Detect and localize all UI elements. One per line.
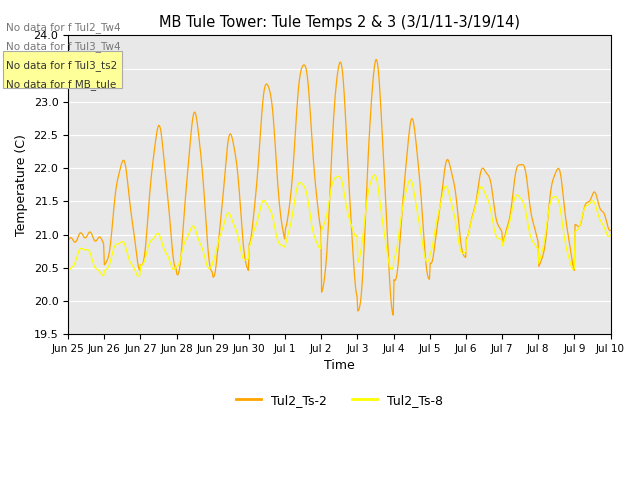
Tul2_Ts-2 [372,57,380,62]
Title: MB Tule Tower: Tule Temps 2 & 3 (3/1/11-3/19/14): MB Tule Tower: Tule Temps 2 & 3 (3/1/11-… [159,15,520,30]
Tul2_Ts-8 [74,251,82,256]
Tul2_Ts-8 [422,259,430,264]
Tul2_Ts-2 [185,155,193,161]
Tul2_Ts-8 [130,265,138,271]
Line: Tul2_Ts-8: Tul2_Ts-8 [68,175,611,276]
Tul2_Ts-2 [130,229,138,235]
Tul2_Ts-8 [134,274,142,279]
Y-axis label: Temperature (C): Temperature (C) [15,134,28,236]
Tul2_Ts-8 [371,172,378,178]
Tul2_Ts-8 [407,177,415,183]
Text: No data for f MB_tule: No data for f MB_tule [6,79,116,90]
Text: No data for f Tul2_Tw4: No data for f Tul2_Tw4 [6,22,121,33]
Tul2_Ts-2 [74,235,82,240]
Line: Tul2_Ts-2: Tul2_Ts-2 [68,60,611,315]
Legend: Tul2_Ts-2, Tul2_Ts-8: Tul2_Ts-2, Tul2_Ts-8 [231,389,448,411]
Text: No data for f Tul3_ts2: No data for f Tul3_ts2 [6,60,118,71]
Tul2_Ts-2 [389,312,397,318]
Tul2_Ts-2 [64,238,72,244]
Tul2_Ts-2 [407,119,415,125]
Tul2_Ts-8 [186,229,193,235]
Text: No data for f Tul3_Tw4: No data for f Tul3_Tw4 [6,41,121,52]
Tul2_Ts-8 [607,232,614,238]
Tul2_Ts-8 [64,269,72,275]
Tul2_Ts-8 [214,239,222,245]
Tul2_Ts-2 [214,249,221,255]
X-axis label: Time: Time [324,360,355,372]
Tul2_Ts-2 [607,228,614,233]
Tul2_Ts-2 [422,265,430,271]
